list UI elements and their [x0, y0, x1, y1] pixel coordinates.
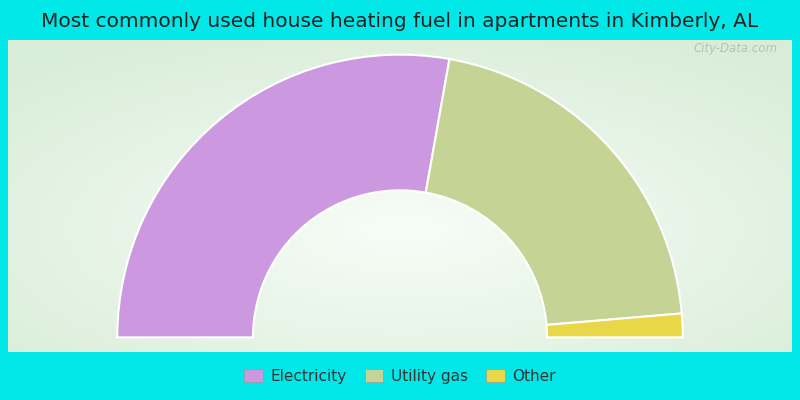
- Wedge shape: [546, 314, 682, 337]
- Legend: Electricity, Utility gas, Other: Electricity, Utility gas, Other: [238, 363, 562, 390]
- Text: City-Data.com: City-Data.com: [693, 42, 777, 55]
- Text: Most commonly used house heating fuel in apartments in Kimberly, AL: Most commonly used house heating fuel in…: [42, 12, 758, 31]
- Wedge shape: [118, 55, 450, 337]
- Wedge shape: [426, 59, 682, 325]
